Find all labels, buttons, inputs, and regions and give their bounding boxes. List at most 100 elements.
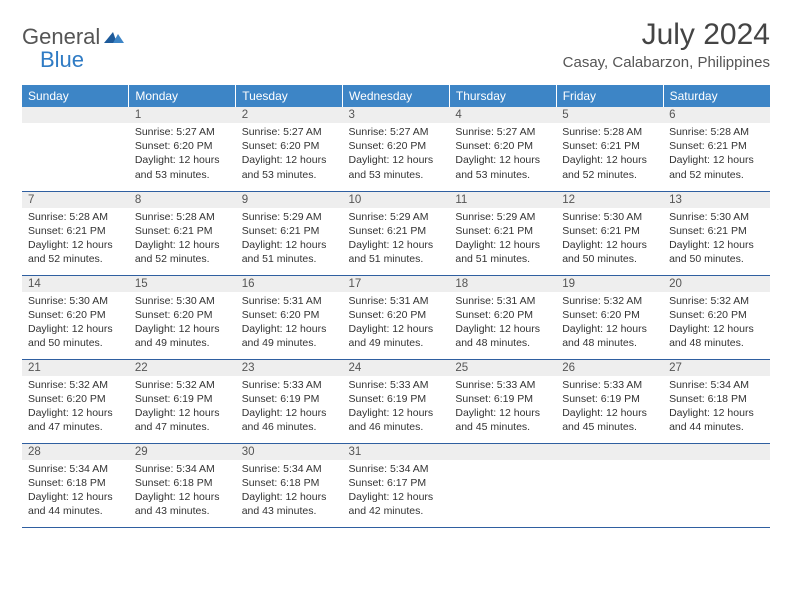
calendar-cell: 3Sunrise: 5:27 AMSunset: 6:20 PMDaylight… [343,107,450,191]
calendar-body: 1Sunrise: 5:27 AMSunset: 6:20 PMDaylight… [22,107,770,527]
calendar-row: 21Sunrise: 5:32 AMSunset: 6:20 PMDayligh… [22,359,770,443]
calendar-cell: 20Sunrise: 5:32 AMSunset: 6:20 PMDayligh… [663,275,770,359]
day-body: Sunrise: 5:31 AMSunset: 6:20 PMDaylight:… [236,292,343,355]
weekday-header: Monday [129,85,236,107]
calendar-cell: 29Sunrise: 5:34 AMSunset: 6:18 PMDayligh… [129,443,236,527]
calendar-cell: 30Sunrise: 5:34 AMSunset: 6:18 PMDayligh… [236,443,343,527]
logo-mark-icon [104,29,124,43]
day-body [449,460,556,466]
calendar-cell: 18Sunrise: 5:31 AMSunset: 6:20 PMDayligh… [449,275,556,359]
day-body: Sunrise: 5:29 AMSunset: 6:21 PMDaylight:… [236,208,343,271]
day-body: Sunrise: 5:33 AMSunset: 6:19 PMDaylight:… [236,376,343,439]
calendar-row: 7Sunrise: 5:28 AMSunset: 6:21 PMDaylight… [22,191,770,275]
day-number: 19 [556,276,663,292]
day-body: Sunrise: 5:27 AMSunset: 6:20 PMDaylight:… [236,123,343,186]
day-number: 15 [129,276,236,292]
day-number: 8 [129,192,236,208]
day-body: Sunrise: 5:31 AMSunset: 6:20 PMDaylight:… [343,292,450,355]
day-number: 30 [236,444,343,460]
calendar-cell: 14Sunrise: 5:30 AMSunset: 6:20 PMDayligh… [22,275,129,359]
day-number: 22 [129,360,236,376]
day-body: Sunrise: 5:30 AMSunset: 6:21 PMDaylight:… [556,208,663,271]
day-number [22,107,129,123]
day-body: Sunrise: 5:33 AMSunset: 6:19 PMDaylight:… [449,376,556,439]
day-number: 2 [236,107,343,123]
day-body: Sunrise: 5:27 AMSunset: 6:20 PMDaylight:… [449,123,556,186]
calendar-cell: 22Sunrise: 5:32 AMSunset: 6:19 PMDayligh… [129,359,236,443]
weekday-header: Wednesday [343,85,450,107]
calendar-cell: 10Sunrise: 5:29 AMSunset: 6:21 PMDayligh… [343,191,450,275]
day-number [556,444,663,460]
day-number: 1 [129,107,236,123]
day-number: 17 [343,276,450,292]
day-number: 16 [236,276,343,292]
calendar-cell: 24Sunrise: 5:33 AMSunset: 6:19 PMDayligh… [343,359,450,443]
logo-text-blue: Blue [40,47,788,73]
calendar-cell: 17Sunrise: 5:31 AMSunset: 6:20 PMDayligh… [343,275,450,359]
calendar-cell: 7Sunrise: 5:28 AMSunset: 6:21 PMDaylight… [22,191,129,275]
day-number: 27 [663,360,770,376]
day-number: 10 [343,192,450,208]
day-body: Sunrise: 5:27 AMSunset: 6:20 PMDaylight:… [129,123,236,186]
day-number [449,444,556,460]
day-body: Sunrise: 5:28 AMSunset: 6:21 PMDaylight:… [22,208,129,271]
day-body [556,460,663,466]
calendar-cell: 21Sunrise: 5:32 AMSunset: 6:20 PMDayligh… [22,359,129,443]
day-number [663,444,770,460]
calendar-cell: 15Sunrise: 5:30 AMSunset: 6:20 PMDayligh… [129,275,236,359]
calendar-cell: 6Sunrise: 5:28 AMSunset: 6:21 PMDaylight… [663,107,770,191]
calendar-cell: 11Sunrise: 5:29 AMSunset: 6:21 PMDayligh… [449,191,556,275]
calendar-cell: 26Sunrise: 5:33 AMSunset: 6:19 PMDayligh… [556,359,663,443]
calendar-cell: 19Sunrise: 5:32 AMSunset: 6:20 PMDayligh… [556,275,663,359]
day-number: 11 [449,192,556,208]
day-number: 4 [449,107,556,123]
day-number: 14 [22,276,129,292]
day-body [22,123,129,129]
day-body: Sunrise: 5:30 AMSunset: 6:21 PMDaylight:… [663,208,770,271]
calendar-cell: 2Sunrise: 5:27 AMSunset: 6:20 PMDaylight… [236,107,343,191]
day-number: 7 [22,192,129,208]
calendar-cell: 4Sunrise: 5:27 AMSunset: 6:20 PMDaylight… [449,107,556,191]
calendar-cell: 31Sunrise: 5:34 AMSunset: 6:17 PMDayligh… [343,443,450,527]
day-number: 26 [556,360,663,376]
day-number: 9 [236,192,343,208]
day-body: Sunrise: 5:27 AMSunset: 6:20 PMDaylight:… [343,123,450,186]
calendar-cell: 23Sunrise: 5:33 AMSunset: 6:19 PMDayligh… [236,359,343,443]
day-body: Sunrise: 5:32 AMSunset: 6:20 PMDaylight:… [556,292,663,355]
calendar-cell [22,107,129,191]
day-body: Sunrise: 5:34 AMSunset: 6:18 PMDaylight:… [663,376,770,439]
calendar-cell [663,443,770,527]
day-body: Sunrise: 5:29 AMSunset: 6:21 PMDaylight:… [343,208,450,271]
day-body: Sunrise: 5:32 AMSunset: 6:20 PMDaylight:… [663,292,770,355]
calendar-row: 28Sunrise: 5:34 AMSunset: 6:18 PMDayligh… [22,443,770,527]
day-number: 12 [556,192,663,208]
weekday-header: Saturday [663,85,770,107]
weekday-header: Friday [556,85,663,107]
calendar-cell [556,443,663,527]
day-body: Sunrise: 5:32 AMSunset: 6:20 PMDaylight:… [22,376,129,439]
day-number: 31 [343,444,450,460]
calendar-cell: 9Sunrise: 5:29 AMSunset: 6:21 PMDaylight… [236,191,343,275]
day-number: 3 [343,107,450,123]
day-body: Sunrise: 5:29 AMSunset: 6:21 PMDaylight:… [449,208,556,271]
day-number: 24 [343,360,450,376]
day-body: Sunrise: 5:34 AMSunset: 6:17 PMDaylight:… [343,460,450,523]
day-number: 25 [449,360,556,376]
calendar-cell: 12Sunrise: 5:30 AMSunset: 6:21 PMDayligh… [556,191,663,275]
day-body: Sunrise: 5:31 AMSunset: 6:20 PMDaylight:… [449,292,556,355]
calendar-row: 14Sunrise: 5:30 AMSunset: 6:20 PMDayligh… [22,275,770,359]
calendar-cell: 16Sunrise: 5:31 AMSunset: 6:20 PMDayligh… [236,275,343,359]
day-number: 23 [236,360,343,376]
day-body: Sunrise: 5:30 AMSunset: 6:20 PMDaylight:… [22,292,129,355]
day-body [663,460,770,466]
calendar-cell: 8Sunrise: 5:28 AMSunset: 6:21 PMDaylight… [129,191,236,275]
calendar-row: 1Sunrise: 5:27 AMSunset: 6:20 PMDaylight… [22,107,770,191]
day-number: 28 [22,444,129,460]
day-body: Sunrise: 5:32 AMSunset: 6:19 PMDaylight:… [129,376,236,439]
weekday-header: Thursday [449,85,556,107]
calendar-cell: 1Sunrise: 5:27 AMSunset: 6:20 PMDaylight… [129,107,236,191]
calendar-cell: 27Sunrise: 5:34 AMSunset: 6:18 PMDayligh… [663,359,770,443]
calendar-cell: 28Sunrise: 5:34 AMSunset: 6:18 PMDayligh… [22,443,129,527]
day-number: 29 [129,444,236,460]
calendar-cell: 25Sunrise: 5:33 AMSunset: 6:19 PMDayligh… [449,359,556,443]
